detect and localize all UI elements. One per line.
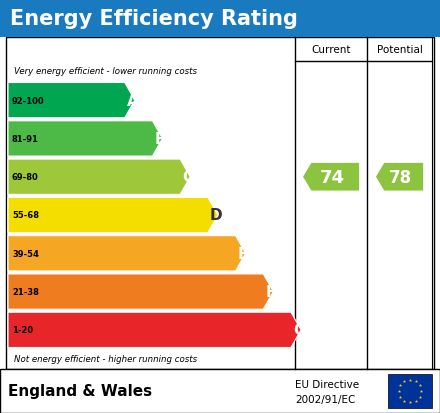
Text: A: A: [127, 93, 139, 108]
Text: 69-80: 69-80: [12, 173, 39, 182]
Polygon shape: [302, 163, 360, 192]
Text: 1-20: 1-20: [12, 325, 33, 335]
Bar: [6, 38, 434, 369]
Text: Very energy efficient - lower running costs: Very energy efficient - lower running co…: [14, 67, 197, 76]
Text: E: E: [238, 246, 248, 261]
Polygon shape: [8, 313, 301, 348]
Text: D: D: [210, 208, 223, 223]
Text: C: C: [182, 170, 193, 185]
Polygon shape: [8, 83, 135, 119]
Text: G: G: [293, 323, 305, 337]
Text: B: B: [154, 132, 166, 147]
Polygon shape: [8, 236, 246, 271]
Text: Potential: Potential: [377, 45, 422, 55]
Polygon shape: [8, 274, 273, 309]
Text: 81-91: 81-91: [12, 135, 39, 144]
Text: 74: 74: [319, 169, 345, 186]
Text: 2002/91/EC: 2002/91/EC: [295, 394, 356, 404]
Text: 92-100: 92-100: [12, 96, 44, 105]
Text: 55-68: 55-68: [12, 211, 39, 220]
Polygon shape: [375, 163, 424, 192]
Text: EU Directive: EU Directive: [295, 380, 359, 389]
Text: Not energy efficient - higher running costs: Not energy efficient - higher running co…: [14, 355, 197, 363]
Polygon shape: [8, 160, 190, 195]
Polygon shape: [8, 121, 162, 157]
Text: England & Wales: England & Wales: [8, 384, 152, 399]
Text: Energy Efficiency Rating: Energy Efficiency Rating: [10, 9, 298, 29]
Text: 39-54: 39-54: [12, 249, 39, 258]
Text: 21-38: 21-38: [12, 287, 39, 297]
Bar: [0, 369, 440, 413]
Bar: [0, 0, 440, 38]
Text: 78: 78: [389, 169, 412, 186]
Bar: [388, 374, 432, 408]
Polygon shape: [8, 198, 218, 233]
Text: F: F: [265, 285, 276, 299]
Text: Current: Current: [311, 45, 351, 55]
